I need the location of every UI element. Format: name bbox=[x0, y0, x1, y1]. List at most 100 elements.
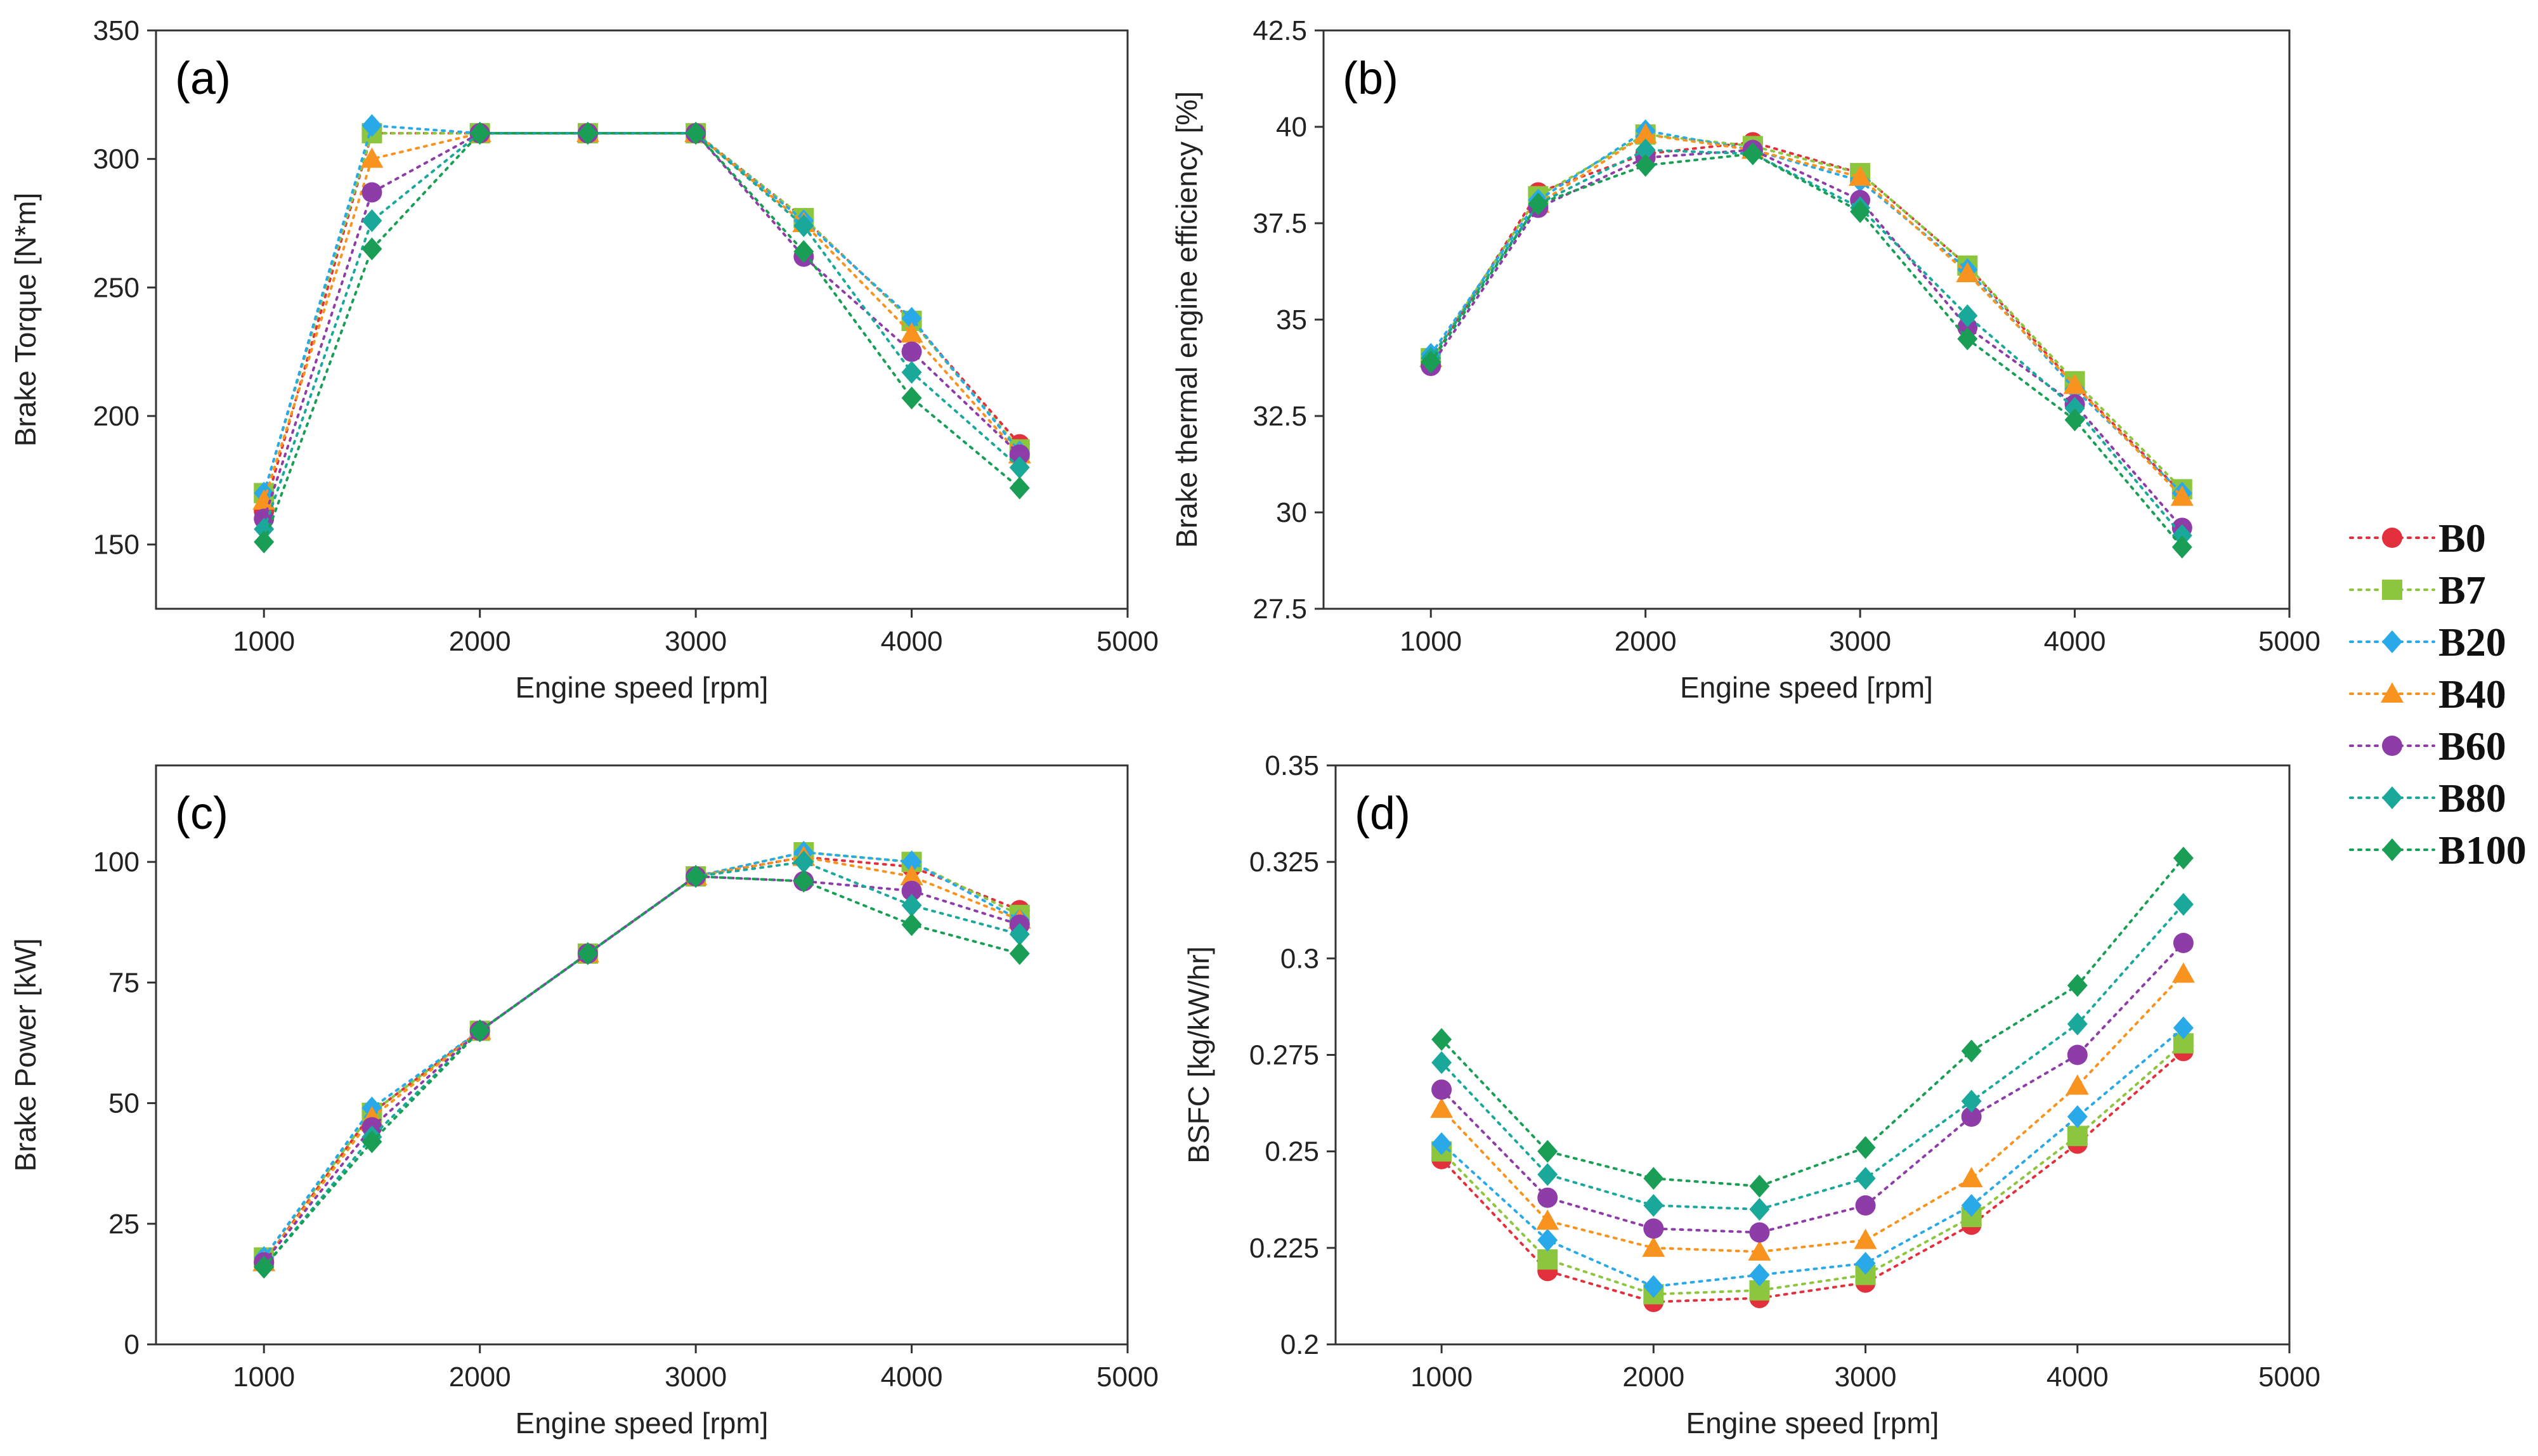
series-b80 bbox=[1431, 893, 2194, 1221]
data-point-b100 bbox=[1855, 1136, 1876, 1159]
data-point-b40 bbox=[2063, 374, 2086, 394]
data-point-b20 bbox=[2173, 1016, 2194, 1039]
data-point-b20 bbox=[901, 306, 922, 330]
x-tick-label: 1000 bbox=[1400, 626, 1462, 657]
y-tick-label: 300 bbox=[93, 144, 140, 175]
data-point-b100 bbox=[361, 1130, 382, 1154]
data-point-b100 bbox=[2064, 408, 2085, 432]
data-point-b80 bbox=[361, 209, 382, 232]
data-point-b100 bbox=[469, 122, 490, 145]
legend-entry-b60: B60 bbox=[2349, 724, 2506, 769]
series-line-b100 bbox=[1440, 857, 2185, 1188]
legend-entry-b20: B20 bbox=[2349, 620, 2506, 665]
data-point-b40 bbox=[2170, 485, 2194, 506]
series-b100 bbox=[1431, 847, 2194, 1198]
data-point-b80 bbox=[1009, 923, 1030, 946]
data-point-b100 bbox=[254, 530, 275, 554]
series-b7 bbox=[1431, 1033, 2194, 1304]
legend-label: B20 bbox=[2438, 620, 2506, 665]
data-point-b40 bbox=[1430, 1097, 1454, 1118]
x-axis-title: Engine speed [rpm] bbox=[1680, 671, 1933, 704]
x-axis-title: Engine speed [rpm] bbox=[1686, 1407, 1939, 1440]
data-point-b100 bbox=[2173, 847, 2194, 870]
series-line-b80 bbox=[1440, 903, 2185, 1211]
panel-label: (d) bbox=[1355, 788, 1410, 839]
data-point-b60 bbox=[901, 880, 922, 901]
data-point-b100 bbox=[469, 1019, 490, 1043]
data-point-b100 bbox=[1742, 142, 1763, 166]
data-point-b60 bbox=[1749, 1222, 1770, 1243]
data-point-b20 bbox=[1855, 1252, 1876, 1275]
legend-label: B7 bbox=[2438, 568, 2486, 613]
legend-marker bbox=[2381, 682, 2404, 703]
data-point-b100 bbox=[1749, 1174, 1770, 1198]
chart-panel-b: 1000 2000 3000 4000 5000 27.5 30 32.5 35 37.5 40 42… bbox=[1170, 15, 2320, 704]
data-point-b20 bbox=[901, 850, 922, 874]
legend-entry-b40: B40 bbox=[2349, 672, 2506, 717]
data-point-b80 bbox=[2173, 893, 2194, 916]
x-tick-label: 4000 bbox=[881, 626, 943, 657]
legend-label: B80 bbox=[2438, 776, 2506, 821]
y-tick-label: 100 bbox=[93, 847, 140, 878]
data-point-b40 bbox=[1956, 262, 1979, 283]
y-tick-label: 40 bbox=[1276, 112, 1307, 143]
y-tick-label: 0.2 bbox=[1280, 1329, 1319, 1360]
panel-label: (b) bbox=[1343, 53, 1398, 104]
data-point-b100 bbox=[1537, 1140, 1558, 1163]
data-point-b20 bbox=[1749, 1263, 1770, 1287]
x-axis-title: Engine speed [rpm] bbox=[516, 1407, 769, 1440]
y-axis-title: Brake Torque [N*m] bbox=[9, 193, 42, 447]
x-tick-label: 5000 bbox=[2258, 626, 2320, 657]
data-point-b60 bbox=[901, 341, 922, 362]
data-point-b60 bbox=[1537, 1187, 1558, 1208]
legend-entry-b0: B0 bbox=[2349, 516, 2486, 561]
legend-marker bbox=[2382, 630, 2402, 653]
x-tick-label: 5000 bbox=[1097, 1362, 1159, 1393]
y-tick-label: 30 bbox=[1276, 497, 1307, 528]
x-tick-label: 4000 bbox=[2047, 1362, 2109, 1393]
data-point-b80 bbox=[1643, 1193, 1664, 1217]
data-point-b20 bbox=[1431, 1132, 1452, 1155]
series-line-b20 bbox=[1429, 129, 2183, 495]
series-line-b100 bbox=[263, 132, 1021, 543]
y-tick-label: 0.3 bbox=[1280, 943, 1319, 974]
data-point-b80 bbox=[901, 894, 922, 917]
series-line-b0 bbox=[1440, 1050, 2185, 1304]
data-point-b100 bbox=[1643, 1167, 1664, 1190]
data-point-b20 bbox=[361, 114, 382, 137]
data-point-b100 bbox=[1635, 153, 1656, 177]
x-tick-label: 3000 bbox=[665, 1362, 727, 1393]
y-axis-title: BSFC [kg/kW/hr] bbox=[1182, 946, 1215, 1163]
x-tick-label: 1000 bbox=[233, 1362, 295, 1393]
data-point-b40 bbox=[1748, 1240, 1771, 1261]
series-b100 bbox=[254, 122, 1030, 554]
data-point-b100 bbox=[2067, 973, 2088, 997]
data-point-b100 bbox=[793, 240, 814, 263]
data-point-b20 bbox=[2067, 1105, 2088, 1128]
legend-marker bbox=[2382, 736, 2402, 756]
data-point-b80 bbox=[901, 361, 922, 384]
y-axis-title: Brake Power [kW] bbox=[9, 938, 42, 1171]
y-tick-label: 35 bbox=[1276, 304, 1307, 335]
series-line-b100 bbox=[263, 874, 1021, 1269]
y-tick-label: 50 bbox=[108, 1088, 140, 1119]
y-tick-label: 250 bbox=[93, 272, 140, 303]
data-point-b20 bbox=[1537, 1228, 1558, 1252]
data-point-b20 bbox=[1643, 1275, 1664, 1298]
y-tick-label: 32.5 bbox=[1253, 401, 1307, 432]
legend-entry-b7: B7 bbox=[2349, 568, 2486, 613]
x-tick-label: 2000 bbox=[449, 626, 511, 657]
x-tick-label: 2000 bbox=[1615, 626, 1677, 657]
x-tick-label: 5000 bbox=[1097, 626, 1159, 657]
data-point-b100 bbox=[793, 869, 814, 893]
data-point-b40 bbox=[1634, 123, 1657, 144]
data-point-b80 bbox=[1009, 456, 1030, 479]
series-line-b20 bbox=[263, 850, 1021, 1259]
series-b40 bbox=[1430, 962, 2195, 1261]
x-tick-label: 3000 bbox=[1829, 626, 1891, 657]
data-point-b40 bbox=[1536, 1209, 1559, 1230]
data-point-b60 bbox=[1431, 1079, 1452, 1100]
data-point-b80 bbox=[793, 214, 814, 238]
data-point-b40 bbox=[1960, 1167, 1983, 1188]
